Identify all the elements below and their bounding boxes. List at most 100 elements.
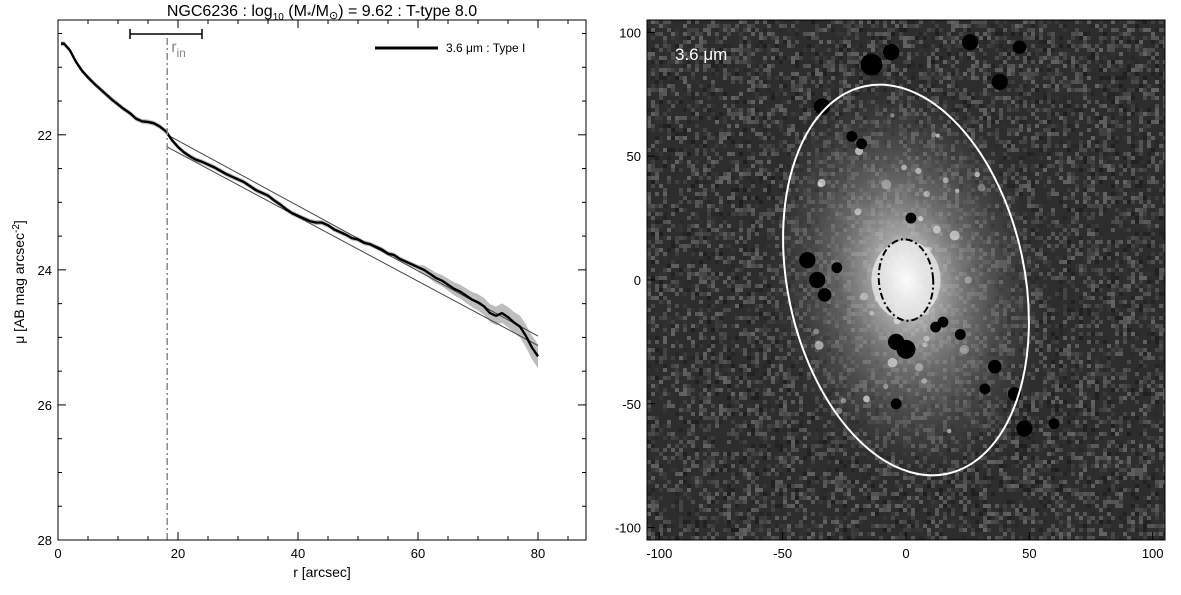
noise-pixel: [915, 24, 919, 28]
noise-pixel: [999, 132, 1003, 136]
noise-pixel: [1075, 32, 1079, 36]
noise-pixel: [1039, 148, 1043, 152]
noise-pixel: [1051, 36, 1055, 40]
noise-pixel: [1079, 20, 1083, 24]
noise-pixel: [1079, 80, 1083, 84]
noise-pixel: [995, 56, 999, 60]
noise-pixel: [1139, 180, 1143, 184]
noise-pixel: [735, 56, 739, 60]
noise-pixel: [683, 88, 687, 92]
noise-pixel: [1023, 124, 1027, 128]
noise-pixel: [1159, 28, 1163, 32]
noise-pixel: [719, 208, 723, 212]
noise-pixel: [1043, 96, 1047, 100]
noise-pixel: [787, 28, 791, 32]
noise-pixel: [1135, 172, 1139, 176]
noise-pixel: [1063, 256, 1067, 260]
noise-pixel: [1087, 188, 1091, 192]
noise-pixel: [803, 100, 807, 104]
noise-pixel: [687, 288, 691, 292]
noise-pixel: [651, 100, 655, 104]
noise-pixel: [1039, 164, 1043, 168]
noise-pixel: [1099, 84, 1103, 88]
noise-pixel: [1031, 140, 1035, 144]
noise-pixel: [1039, 40, 1043, 44]
noise-pixel: [1107, 108, 1111, 112]
noise-pixel: [787, 36, 791, 40]
noise-pixel: [1035, 36, 1039, 40]
noise-pixel: [1031, 172, 1035, 176]
noise-pixel: [927, 76, 931, 80]
profile-panel: NGC6236 : log10 (M*/M⊙) = 9.62 : T-type …: [11, 3, 586, 580]
noise-pixel: [1059, 80, 1063, 84]
noise-pixel: [1087, 156, 1091, 160]
noise-pixel: [663, 252, 667, 256]
noise-pixel: [659, 96, 663, 100]
noise-pixel: [703, 196, 707, 200]
noise-pixel: [683, 92, 687, 96]
noise-pixel: [1047, 144, 1051, 148]
noise-pixel: [991, 96, 995, 100]
noise-pixel: [655, 180, 659, 184]
noise-pixel: [1003, 36, 1007, 40]
noise-pixel: [667, 140, 671, 144]
noise-pixel: [987, 116, 991, 120]
noise-pixel: [1019, 128, 1023, 132]
noise-pixel: [1023, 116, 1027, 120]
noise-pixel: [855, 64, 859, 68]
noise-pixel: [651, 104, 655, 108]
noise-pixel: [1055, 112, 1059, 116]
noise-pixel: [739, 260, 743, 264]
noise-pixel: [655, 68, 659, 72]
noise-pixel: [731, 272, 735, 276]
noise-pixel: [679, 116, 683, 120]
noise-pixel: [683, 80, 687, 84]
noise-pixel: [1047, 192, 1051, 196]
noise-pixel: [759, 136, 763, 140]
noise-pixel: [707, 104, 711, 108]
noise-pixel: [983, 80, 987, 84]
noise-pixel: [935, 52, 939, 56]
noise-pixel: [1075, 228, 1079, 232]
noise-pixel: [659, 224, 663, 228]
noise-pixel: [999, 64, 1003, 68]
noise-pixel: [1127, 32, 1131, 36]
noise-pixel: [763, 176, 767, 180]
noise-pixel: [707, 224, 711, 228]
noise-pixel: [659, 152, 663, 156]
noise-pixel: [647, 236, 651, 240]
noise-pixel: [647, 252, 651, 256]
noise-pixel: [663, 196, 667, 200]
noise-pixel: [1143, 240, 1147, 244]
noise-pixel: [747, 140, 751, 144]
noise-pixel: [1111, 88, 1115, 92]
noise-pixel: [983, 32, 987, 36]
noise-pixel: [803, 32, 807, 36]
noise-pixel: [679, 176, 683, 180]
noise-pixel: [1075, 60, 1079, 64]
noise-pixel: [1095, 192, 1099, 196]
noise-pixel: [1095, 116, 1099, 120]
noise-pixel: [651, 268, 655, 272]
noise-pixel: [675, 192, 679, 196]
noise-pixel: [1099, 100, 1103, 104]
noise-pixel: [839, 68, 843, 72]
noise-pixel: [679, 128, 683, 132]
noise-pixel: [1127, 240, 1131, 244]
noise-pixel: [991, 44, 995, 48]
noise-pixel: [755, 132, 759, 136]
noise-pixel: [671, 168, 675, 172]
noise-pixel: [743, 40, 747, 44]
noise-pixel: [1159, 260, 1163, 264]
noise-pixel: [739, 220, 743, 224]
noise-pixel: [671, 280, 675, 284]
noise-pixel: [1119, 100, 1123, 104]
noise-pixel: [731, 112, 735, 116]
noise-pixel: [667, 120, 671, 124]
noise-pixel: [1051, 212, 1055, 216]
noise-pixel: [1079, 168, 1083, 172]
noise-pixel: [903, 40, 907, 44]
noise-pixel: [1071, 276, 1075, 280]
noise-pixel: [719, 88, 723, 92]
noise-pixel: [691, 200, 695, 204]
